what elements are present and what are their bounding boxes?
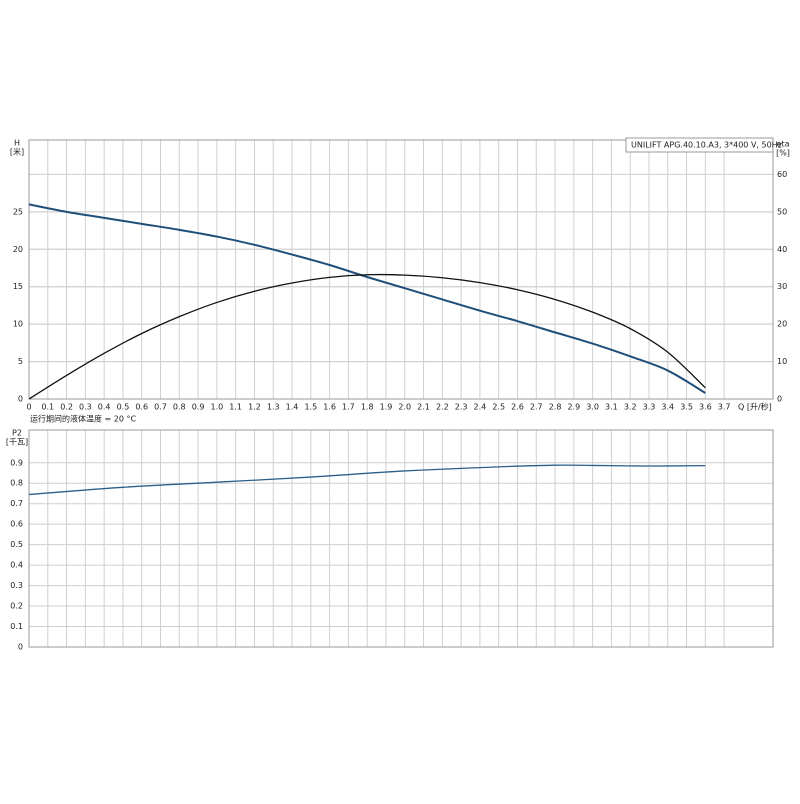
y2-tick-label: 0 (777, 395, 782, 404)
plot-frame (28, 139, 774, 400)
y-tick-label: 0.9 (10, 458, 23, 467)
y-axis-label: P2 (12, 429, 22, 438)
x-tick-label: 2.6 (511, 403, 524, 412)
x-tick-label: 0.2 (60, 403, 73, 412)
x-tick-label: 2.2 (436, 403, 449, 412)
y-tick-label: 0.7 (10, 499, 23, 508)
y-tick-label: 0 (18, 395, 23, 404)
x-tick-label: 2.8 (549, 403, 562, 412)
x-tick-label: 1.0 (211, 403, 224, 412)
x-tick-label: 1.3 (267, 403, 280, 412)
curve-p2 (28, 464, 706, 496)
y-tick-label: 5 (18, 357, 23, 366)
x-tick-label: 1.5 (304, 403, 317, 412)
x-tick-label: 2.9 (567, 403, 580, 412)
x-tick-label: 2.0 (398, 403, 411, 412)
x-tick-label: 0 (26, 403, 31, 412)
y-tick-label: 0.1 (10, 622, 23, 631)
x-tick-label: 2.4 (474, 403, 487, 412)
x-tick-label: 3.6 (699, 403, 712, 412)
y-axis-label: H (14, 139, 20, 148)
y-tick-label: 0.3 (10, 581, 23, 590)
y-tick-label: 20 (13, 245, 23, 254)
x-tick-label: 3.4 (661, 403, 674, 412)
chart-title: UNILIFT APG.40.10.A3, 3*400 V, 50Hz (631, 141, 782, 150)
x-tick-label: 1.8 (361, 403, 374, 412)
y2-tick-label: 20 (777, 320, 787, 329)
y-tick-label: 0.8 (10, 479, 23, 488)
x-tick-label: 0.4 (98, 403, 111, 412)
x-tick-label: 2.7 (530, 403, 543, 412)
x-tick-label: 3.0 (586, 403, 599, 412)
x-tick-label: 3.5 (680, 403, 693, 412)
x-tick-label: 1.2 (248, 403, 261, 412)
x-tick-label: 2.1 (417, 403, 430, 412)
x-tick-label: 0.5 (117, 403, 130, 412)
x-tick-label: 1.1 (229, 403, 242, 412)
y-tick-label: 0.5 (10, 540, 23, 549)
y2-axis-unit: [%] (776, 149, 790, 158)
x-tick-label: 0.7 (154, 403, 167, 412)
y-tick-label: 0.4 (10, 561, 23, 570)
y2-axis-label: eta (777, 140, 790, 149)
y-tick-label: 25 (13, 207, 23, 216)
x-tick-label: 3.2 (624, 403, 637, 412)
y-axis-unit: [千瓦] (6, 437, 28, 447)
x-tick-label: 3.7 (718, 403, 731, 412)
curve-eta (28, 273, 706, 400)
x-tick-label: 0.3 (79, 403, 92, 412)
x-tick-label: 0.9 (192, 403, 205, 412)
y2-tick-label: 60 (777, 170, 787, 179)
x-tick-label: 0.1 (41, 403, 54, 412)
x-tick-label: 2.3 (455, 403, 468, 412)
x-tick-label: 1.7 (342, 403, 355, 412)
x-tick-label: 1.4 (286, 403, 299, 412)
x-tick-label: 0.6 (135, 403, 148, 412)
y2-tick-label: 40 (777, 245, 787, 254)
y-tick-label: 15 (13, 282, 23, 291)
curve-h (28, 203, 706, 394)
title-box (625, 137, 774, 153)
x-tick-label: 0.8 (173, 403, 186, 412)
y-tick-label: 10 (13, 320, 23, 329)
y2-tick-label: 50 (777, 207, 787, 216)
x-axis-label: Q [升/秒] (738, 402, 772, 412)
y-tick-label: 0 (18, 643, 23, 652)
x-tick-label: 1.6 (323, 403, 336, 412)
y-tick-label: 0.2 (10, 602, 23, 611)
y2-tick-label: 10 (777, 357, 787, 366)
y-tick-label: 0.6 (10, 520, 23, 529)
x-tick-label: 3.3 (643, 403, 656, 412)
x-tick-label: 2.5 (492, 403, 505, 412)
chart-title: 运行期间的液体温度 = 20 °C (30, 414, 137, 424)
y2-tick-label: 30 (777, 282, 787, 291)
x-tick-label: 1.9 (380, 403, 393, 412)
y-axis-unit: [米] (10, 147, 24, 157)
x-tick-label: 3.1 (605, 403, 618, 412)
plot-frame (28, 429, 774, 648)
